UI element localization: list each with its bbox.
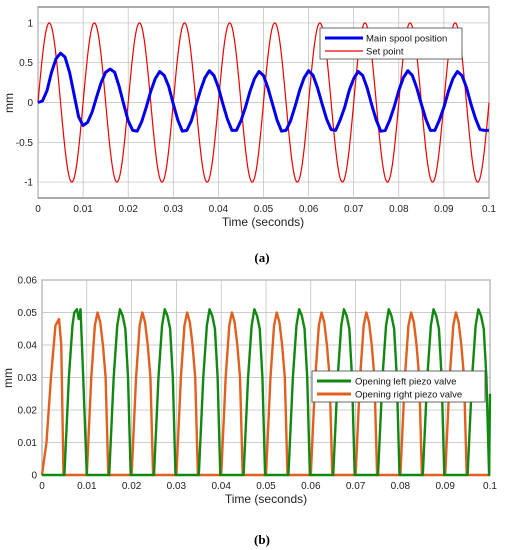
chart-a-legend-box [319, 27, 463, 60]
x-tick-label: 0.09 [434, 204, 454, 215]
x-tick-label: 0.02 [122, 481, 142, 492]
x-tick-label: 0.05 [254, 204, 274, 215]
x-tick-label: 0.01 [73, 204, 93, 215]
chart-b-series [40, 308, 492, 477]
chart-a-ylabel: mm [2, 93, 16, 113]
x-tick-label: 0.04 [211, 481, 231, 492]
x-tick-label: 0 [35, 204, 41, 215]
chart-a-legend: Main spool position Set point [319, 27, 463, 60]
chart-b-xlabel: Time (seconds) [225, 492, 307, 506]
x-tick-label: 0.1 [482, 204, 496, 215]
x-tick-label: 0.03 [167, 481, 187, 492]
y-tick-label: 0 [27, 98, 33, 109]
x-tick-label: 0.07 [344, 204, 364, 215]
x-tick-label: 0.03 [164, 204, 184, 215]
chart-b-x-ticks: 0 0.01 0.02 0.03 0.04 0.05 0.06 0.07 0.08 0.09 0.1 [39, 481, 497, 492]
x-tick-label: 0.06 [301, 481, 321, 492]
chart-a-legend-label-set-point: Set point [366, 47, 404, 58]
chart-b-ylabel: mm [1, 368, 15, 388]
y-tick-label: 0.01 [18, 438, 38, 449]
chart-b-y-ticks: 0 0.01 0.02 0.03 0.04 0.05 0.06 [18, 276, 38, 482]
x-tick-label: 0.08 [391, 481, 411, 492]
chart-a-caption: (a) [254, 250, 269, 265]
series-main-spool-position [37, 51, 489, 133]
x-tick-label: 0.1 [483, 481, 497, 492]
chart-b: 0 0.01 0.02 0.03 0.04 0.05 0.06 0.07 0.08 0.09 0.1… [1, 276, 497, 548]
chart-a-y-ticks: -1 -0.5 0 0.5 1 [16, 18, 34, 188]
x-tick-label: 0.09 [435, 481, 455, 492]
series-opening-right-piezo-valve [40, 311, 490, 477]
x-tick-label: 0.07 [346, 481, 366, 492]
y-tick-label: 0.04 [18, 341, 38, 352]
chart-b-caption: (b) [254, 532, 270, 547]
x-tick-label: 0.06 [299, 204, 319, 215]
x-tick-label: 0.08 [389, 204, 409, 215]
x-tick-label: 0.04 [209, 204, 229, 215]
chart-a: 0 0.01 0.02 0.03 0.04 0.05 0.06 0.07 0.08 0.09 0.1… [2, 6, 496, 265]
chart-b-legend-label-left-valve: Opening left piezo valve [355, 377, 456, 388]
y-tick-label: 0.06 [18, 276, 38, 287]
chart-b-legend-box [311, 370, 486, 403]
chart-a-x-ticks: 0 0.01 0.02 0.03 0.04 0.05 0.06 0.07 0.08 0.09 0.1 [35, 204, 496, 215]
x-tick-label: 0.01 [77, 481, 97, 492]
chart-a-xlabel: Time (seconds) [222, 215, 304, 229]
chart-b-legend-label-right-valve: Opening right piezo valve [355, 390, 462, 401]
chart-b-legend: Opening left piezo valve Opening right p… [311, 370, 486, 403]
y-tick-label: -0.5 [16, 138, 34, 149]
y-tick-label: 0.05 [18, 308, 38, 319]
y-tick-label: 1 [27, 18, 33, 29]
y-tick-label: 0 [31, 471, 37, 482]
y-tick-label: 0.5 [19, 58, 33, 69]
series-opening-left-piezo-valve [42, 308, 492, 477]
y-tick-label: -1 [24, 178, 33, 189]
y-tick-label: 0.02 [18, 406, 38, 417]
x-tick-label: 0 [39, 481, 45, 492]
chart-a-legend-label-main-spool: Main spool position [366, 34, 447, 45]
y-tick-label: 0.03 [18, 373, 38, 384]
x-tick-label: 0.02 [118, 204, 138, 215]
x-tick-label: 0.05 [256, 481, 276, 492]
